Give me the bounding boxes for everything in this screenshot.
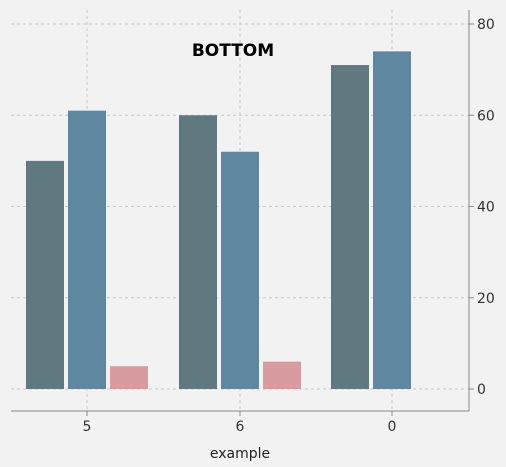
x-tick-label: 5	[83, 419, 92, 435]
x-axis-label: example	[210, 446, 270, 462]
y-tick-label: 40	[477, 200, 495, 216]
bar	[221, 151, 259, 389]
bar	[331, 65, 369, 389]
chart-title: BOTTOM	[192, 41, 274, 61]
bars	[26, 51, 411, 389]
x-tick-labels: 5 6 0	[83, 411, 397, 435]
x-tick-label: 6	[236, 419, 245, 435]
y-tick-label: 0	[477, 382, 486, 398]
y-tick-label: 60	[477, 108, 495, 124]
bar	[373, 51, 411, 389]
y-tick-label: 80	[477, 17, 495, 33]
bar	[68, 110, 106, 389]
bar	[110, 366, 148, 389]
bar	[26, 160, 64, 389]
x-tick-label: 0	[388, 419, 397, 435]
y-tick-label: 20	[477, 291, 495, 307]
bar	[263, 361, 301, 389]
y-tick-labels: 0 20 40 60 80	[469, 17, 495, 398]
bar	[179, 115, 217, 389]
